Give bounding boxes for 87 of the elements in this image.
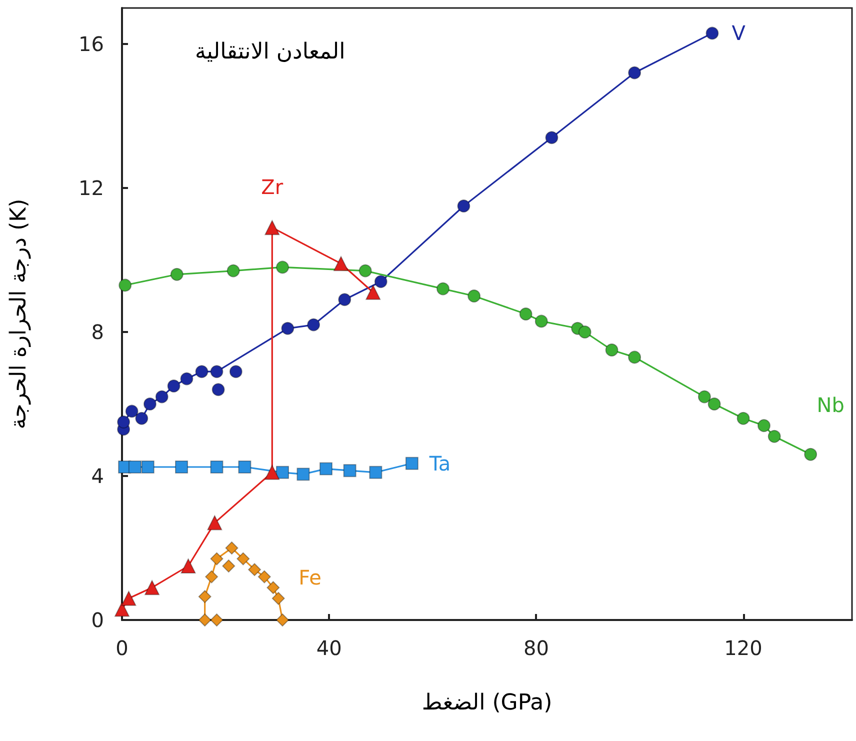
point (167, 380, 180, 392)
point (276, 614, 289, 626)
point (222, 560, 236, 572)
point (264, 220, 280, 236)
y-tick-label: 4 (91, 464, 104, 488)
point (436, 282, 450, 296)
x-axis-title: الضغط (GPa) (422, 690, 552, 716)
x-tick-label: 0 (116, 636, 128, 660)
point (758, 419, 770, 432)
point (534, 314, 548, 328)
point (125, 404, 138, 418)
point (248, 563, 262, 576)
point (128, 460, 142, 474)
point (198, 590, 212, 604)
point (229, 365, 242, 378)
point (210, 552, 224, 566)
point (207, 515, 222, 530)
point (804, 448, 818, 461)
point (180, 558, 196, 574)
point (334, 256, 348, 272)
point (319, 462, 332, 476)
point (545, 131, 558, 144)
point (338, 293, 352, 306)
point (708, 398, 721, 410)
point (170, 268, 184, 281)
point (238, 460, 252, 474)
series-label: Zr (261, 175, 284, 200)
point (366, 284, 381, 300)
series-label: Fe (298, 566, 322, 590)
point (143, 398, 156, 410)
point (155, 390, 168, 404)
point (198, 614, 212, 626)
point (114, 602, 130, 617)
point (144, 580, 160, 596)
point (405, 456, 418, 470)
x-tick-label: 80 (523, 636, 549, 660)
series-label: Ta (428, 451, 451, 476)
point (628, 350, 642, 364)
point (736, 412, 750, 425)
point (210, 614, 224, 626)
y-tick-label: 8 (91, 320, 104, 344)
point (605, 344, 618, 356)
point (296, 468, 310, 481)
point (264, 464, 280, 480)
point (698, 390, 711, 404)
point (258, 570, 271, 584)
x-tick-label: 40 (316, 636, 342, 660)
point (225, 542, 238, 554)
point (457, 200, 470, 212)
point (117, 416, 130, 428)
y-tick-label: 16 (78, 32, 104, 56)
point (369, 466, 382, 479)
point (276, 260, 289, 274)
y-tick-label: 12 (78, 176, 104, 200)
point (121, 590, 136, 606)
text: المعادن الانتقالية (195, 40, 346, 64)
point (195, 365, 208, 378)
point (180, 372, 194, 386)
point (343, 464, 356, 478)
point (358, 264, 372, 278)
point (226, 264, 240, 278)
point (205, 570, 218, 584)
point (519, 308, 532, 320)
point (706, 26, 719, 40)
point (276, 466, 289, 479)
point (468, 290, 481, 302)
point (266, 581, 280, 594)
y-tick-label: 0 (91, 608, 104, 632)
point (272, 592, 285, 605)
point (236, 552, 250, 566)
point (628, 66, 642, 80)
x-tick-label: 120 (724, 636, 762, 660)
point (175, 460, 188, 474)
point (210, 365, 224, 378)
point (210, 460, 224, 474)
point (374, 275, 388, 288)
y-axis-title: درجة الحرارة الحرجة (K) (6, 198, 32, 430)
point (768, 430, 781, 443)
point (118, 278, 132, 292)
point (307, 318, 320, 332)
point (578, 326, 592, 338)
series-label: V (732, 21, 746, 46)
point (135, 412, 148, 425)
point (141, 460, 154, 474)
point (281, 322, 294, 335)
series-label: Nb (816, 392, 844, 417)
point (212, 383, 225, 396)
